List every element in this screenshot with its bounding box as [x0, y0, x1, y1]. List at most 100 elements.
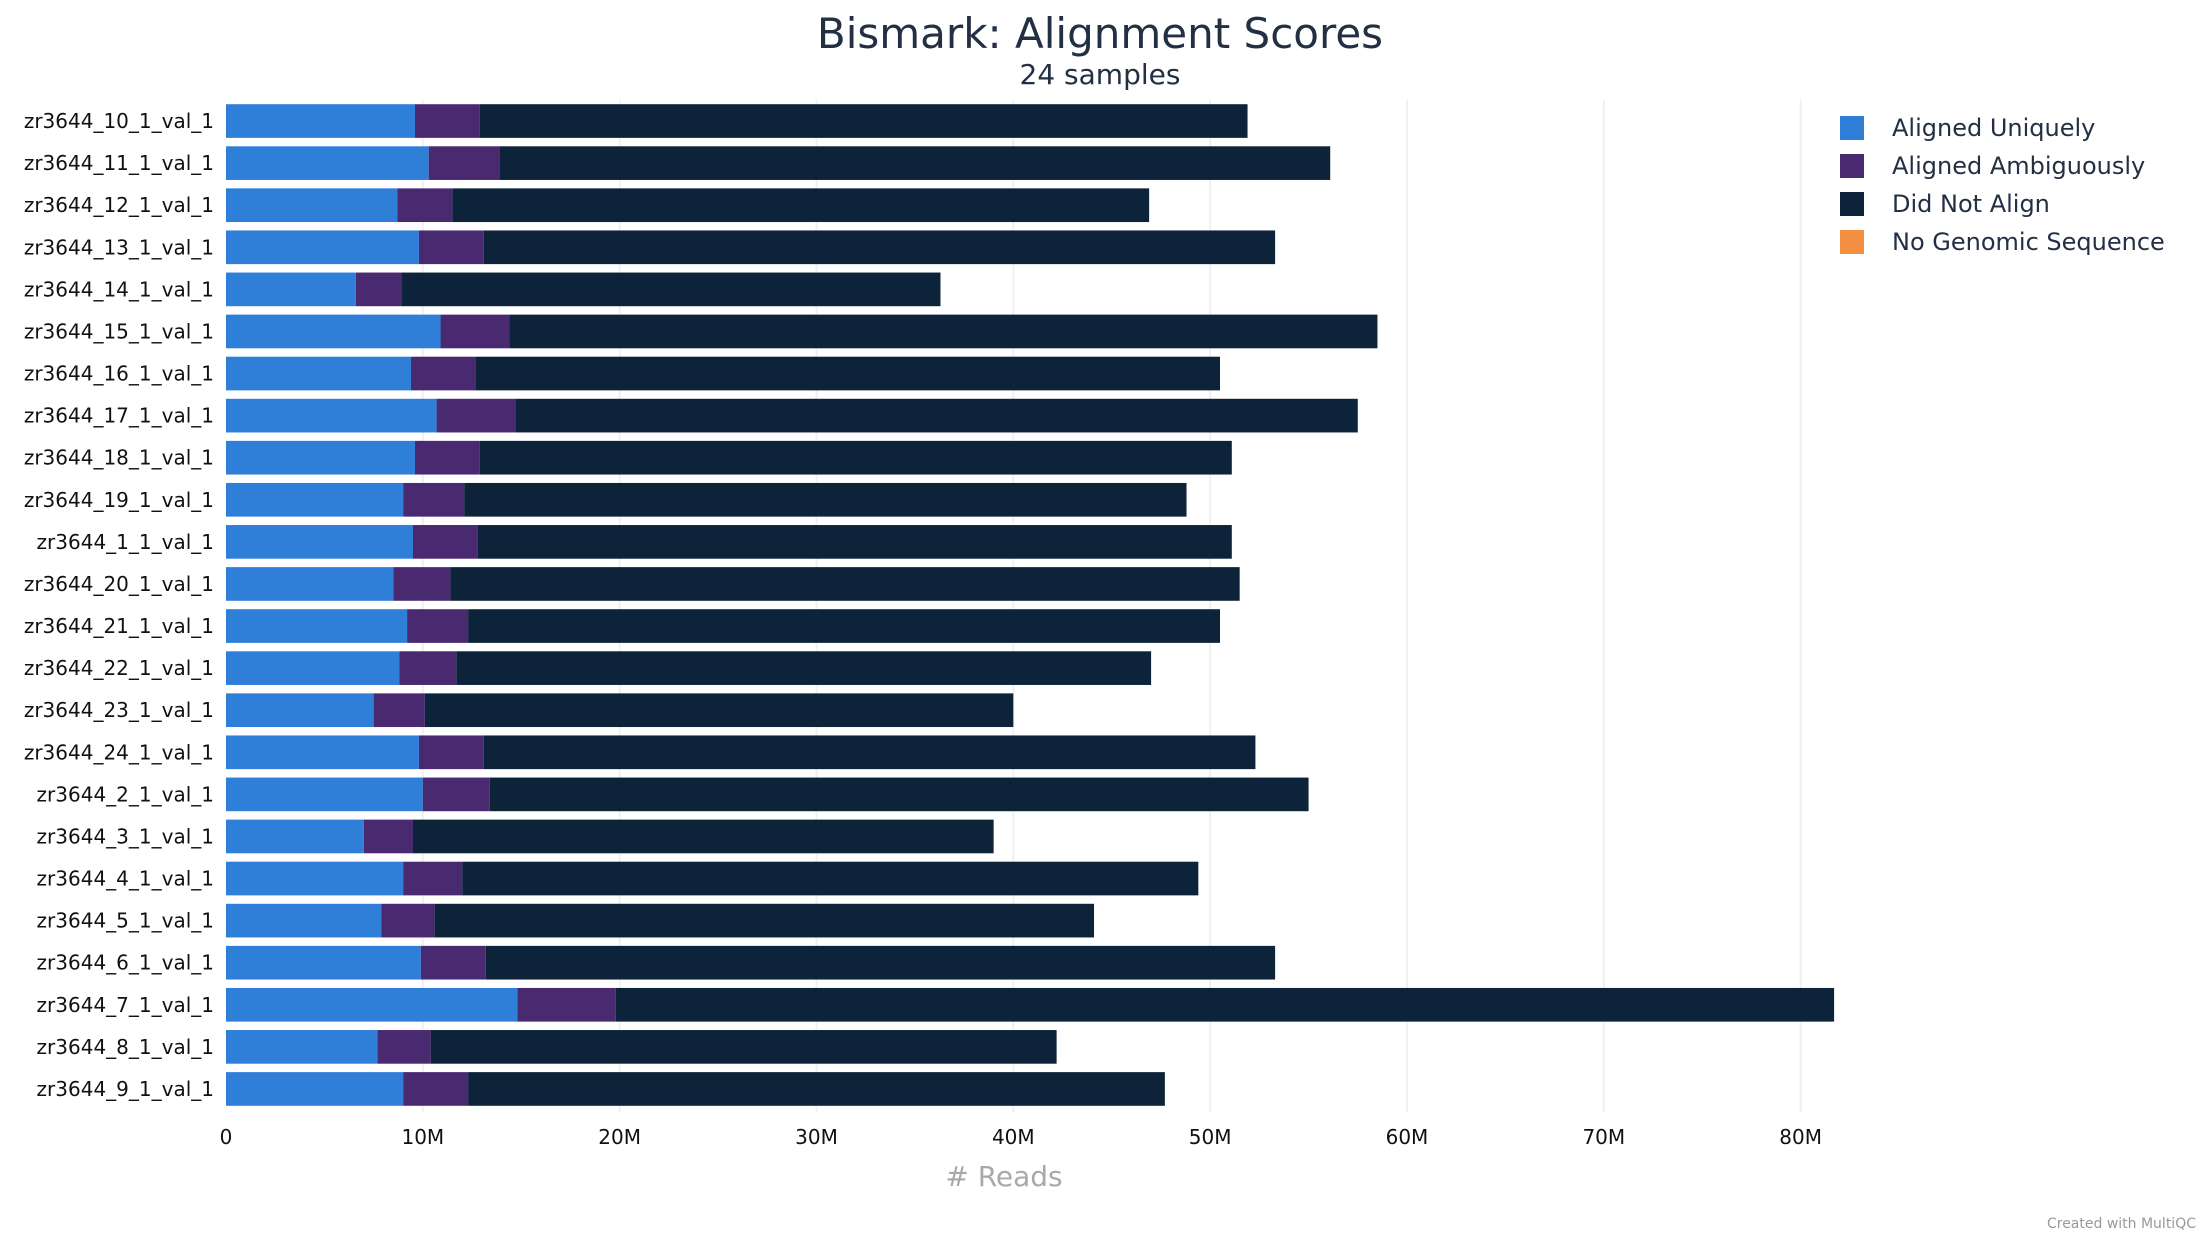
bar-segment[interactable] [226, 525, 413, 559]
bar-segment[interactable] [381, 903, 435, 938]
bar-segment[interactable] [226, 398, 437, 433]
bar-segment[interactable] [424, 693, 1014, 728]
bar-segment[interactable] [226, 314, 441, 349]
bar-segment[interactable] [477, 525, 1232, 559]
legend-label[interactable]: Aligned Ambiguously [1892, 152, 2145, 180]
bar-segment[interactable] [485, 945, 1276, 980]
bar-segment[interactable] [377, 1030, 431, 1064]
bar-segment[interactable] [483, 735, 1256, 770]
bar-segment[interactable] [403, 1072, 469, 1106]
bar-segment[interactable] [440, 314, 510, 349]
x-tick-label: 80M [1779, 1125, 1822, 1149]
bar-segment[interactable] [226, 146, 429, 180]
bar-segment[interactable] [226, 819, 364, 854]
y-tick-label: zr3644_7_1_val_1 [37, 993, 214, 1017]
bar-segment[interactable] [509, 314, 1378, 349]
credit-text: Created with MultiQC [2047, 1216, 2196, 1232]
bar-segment[interactable] [226, 188, 398, 223]
bar-segment[interactable] [401, 272, 941, 307]
bar-segment[interactable] [462, 861, 1199, 896]
bar-segment[interactable] [475, 356, 1220, 391]
bar-segment[interactable] [226, 693, 374, 728]
legend-swatch[interactable] [1840, 154, 1864, 178]
bar-segment[interactable] [226, 440, 415, 475]
bar-segment[interactable] [452, 188, 1150, 223]
x-tick-label: 10M [401, 1125, 444, 1149]
y-tick-label: zr3644_10_1_val_1 [24, 109, 214, 133]
bar-segment[interactable] [428, 146, 500, 180]
bar-segment[interactable] [226, 777, 423, 812]
bar-segment[interactable] [226, 945, 421, 980]
y-axis-tick-labels: zr3644_10_1_val_1 zr3644_11_1_val_1 zr3644… [24, 109, 214, 1101]
bar-segment[interactable] [226, 903, 382, 938]
legend-label[interactable]: Did Not Align [1892, 190, 2050, 218]
bar-segment[interactable] [399, 651, 457, 685]
x-tick-label: 30M [795, 1125, 838, 1149]
x-tick-label: 0 [220, 1125, 233, 1149]
bar-segment[interactable] [414, 104, 480, 138]
y-tick-label: zr3644_1_1_val_1 [37, 530, 214, 554]
legend-label[interactable]: No Genomic Sequence [1892, 228, 2165, 256]
bar-segment[interactable] [397, 188, 453, 223]
bar-segment[interactable] [456, 651, 1152, 685]
x-tick-label: 60M [1386, 1125, 1429, 1149]
bar-segment[interactable] [412, 819, 994, 854]
bar-segment[interactable] [414, 440, 480, 475]
bar-segment[interactable] [226, 272, 356, 307]
bar-segment[interactable] [517, 987, 616, 1022]
x-axis-label: # Reads [945, 1160, 1062, 1193]
bar-segment[interactable] [226, 230, 419, 265]
bar-segment[interactable] [418, 230, 484, 265]
bar-segment[interactable] [226, 482, 404, 517]
bar-segment[interactable] [418, 735, 484, 770]
bar-segment[interactable] [403, 861, 463, 896]
legend: Aligned Uniquely Aligned Ambiguously Did N… [1840, 114, 2165, 256]
bar-segment[interactable] [479, 440, 1232, 475]
bar-segment[interactable] [479, 104, 1248, 138]
bar-segment[interactable] [499, 146, 1331, 180]
bar-segment[interactable] [464, 482, 1187, 517]
bar-segment[interactable] [226, 1072, 404, 1106]
legend-swatch[interactable] [1840, 192, 1864, 216]
bar-segment[interactable] [420, 945, 486, 980]
bar-segment[interactable] [403, 482, 465, 517]
bar-segment[interactable] [226, 861, 404, 896]
x-axis-tick-labels: 0 10M 20M 30M 40M 50M 60M 70M 80M [220, 1125, 1822, 1149]
legend-label[interactable]: Aligned Uniquely [1892, 114, 2095, 142]
bar-segment[interactable] [489, 777, 1309, 812]
bar-segment[interactable] [226, 356, 412, 391]
bar-segment[interactable] [363, 819, 413, 854]
y-tick-label: zr3644_8_1_val_1 [37, 1035, 214, 1059]
bar-segment[interactable] [407, 609, 469, 643]
bar-segment[interactable] [226, 609, 408, 643]
bar-segment[interactable] [226, 1030, 378, 1064]
bar-segment[interactable] [436, 398, 516, 433]
bar-segment[interactable] [393, 567, 451, 601]
bar-segment[interactable] [430, 1030, 1057, 1064]
bar-segment[interactable] [226, 104, 415, 138]
y-tick-label: zr3644_2_1_val_1 [37, 782, 214, 806]
bar-segment[interactable] [422, 777, 490, 812]
bar-segment[interactable] [373, 693, 425, 728]
bar-segment[interactable] [226, 735, 419, 770]
bar-segment[interactable] [515, 398, 1358, 433]
legend-swatch[interactable] [1840, 116, 1864, 140]
bar-segment[interactable] [468, 609, 1220, 643]
bar-segment[interactable] [615, 987, 1835, 1022]
x-tick-label: 40M [992, 1125, 1035, 1149]
bar-segment[interactable] [450, 567, 1240, 601]
bar-segment[interactable] [355, 272, 402, 307]
bar-segment[interactable] [226, 987, 518, 1022]
bar-segment[interactable] [412, 525, 478, 559]
bar-segment[interactable] [411, 356, 476, 391]
legend-swatch[interactable] [1840, 230, 1864, 254]
bar-segment[interactable] [483, 230, 1276, 265]
bar-segment[interactable] [226, 651, 400, 685]
bar-segment[interactable] [468, 1072, 1165, 1106]
y-tick-label: zr3644_12_1_val_1 [24, 193, 214, 217]
y-tick-label: zr3644_17_1_val_1 [24, 404, 214, 428]
bar-segment[interactable] [434, 903, 1095, 938]
y-tick-label: zr3644_6_1_val_1 [37, 951, 214, 975]
bar-segment[interactable] [226, 567, 394, 601]
